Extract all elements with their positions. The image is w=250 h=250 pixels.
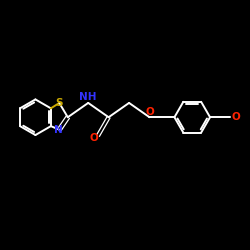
Text: O: O	[90, 133, 99, 143]
Text: S: S	[56, 98, 63, 108]
Text: NH: NH	[80, 92, 97, 102]
Text: O: O	[232, 112, 241, 122]
Text: O: O	[145, 107, 154, 117]
Text: N: N	[54, 125, 62, 135]
